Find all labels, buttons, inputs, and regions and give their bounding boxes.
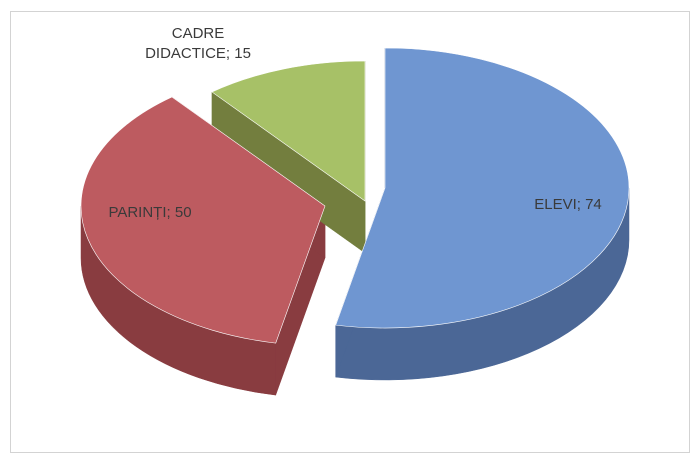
- pie-slice-cadre-didactice: [211, 60, 366, 202]
- data-label-elevi: ELEVI; 74: [534, 196, 602, 213]
- data-label-parin-i: PARINȚI; 50: [108, 204, 191, 221]
- pie-slice-parin-i: [80, 96, 326, 344]
- pie-tops: [80, 47, 630, 344]
- data-label-cadre-didactice: CADRE DIDACTICE; 15: [145, 25, 251, 62]
- pie-labels: ELEVI; 74 PARINȚI; 50 CADRE DIDACTICE; 15: [108, 25, 601, 221]
- pie-slice-elevi: [335, 47, 630, 329]
